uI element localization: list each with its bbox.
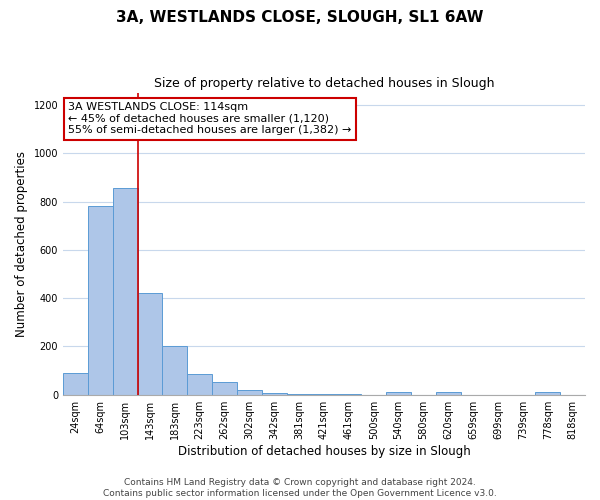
Bar [262,393,287,394]
Bar [436,392,461,394]
Bar [212,382,237,394]
Bar [88,206,113,394]
Bar [137,294,163,394]
Title: Size of property relative to detached houses in Slough: Size of property relative to detached ho… [154,78,494,90]
Bar [113,188,137,394]
X-axis label: Distribution of detached houses by size in Slough: Distribution of detached houses by size … [178,444,470,458]
Bar [163,346,187,395]
Text: 3A, WESTLANDS CLOSE, SLOUGH, SL1 6AW: 3A, WESTLANDS CLOSE, SLOUGH, SL1 6AW [116,10,484,25]
Text: 3A WESTLANDS CLOSE: 114sqm
← 45% of detached houses are smaller (1,120)
55% of s: 3A WESTLANDS CLOSE: 114sqm ← 45% of deta… [68,102,352,136]
Y-axis label: Number of detached properties: Number of detached properties [15,151,28,337]
Bar [63,373,88,394]
Bar [535,392,560,394]
Bar [187,374,212,394]
Bar [237,390,262,394]
Bar [386,392,411,394]
Text: Contains HM Land Registry data © Crown copyright and database right 2024.
Contai: Contains HM Land Registry data © Crown c… [103,478,497,498]
